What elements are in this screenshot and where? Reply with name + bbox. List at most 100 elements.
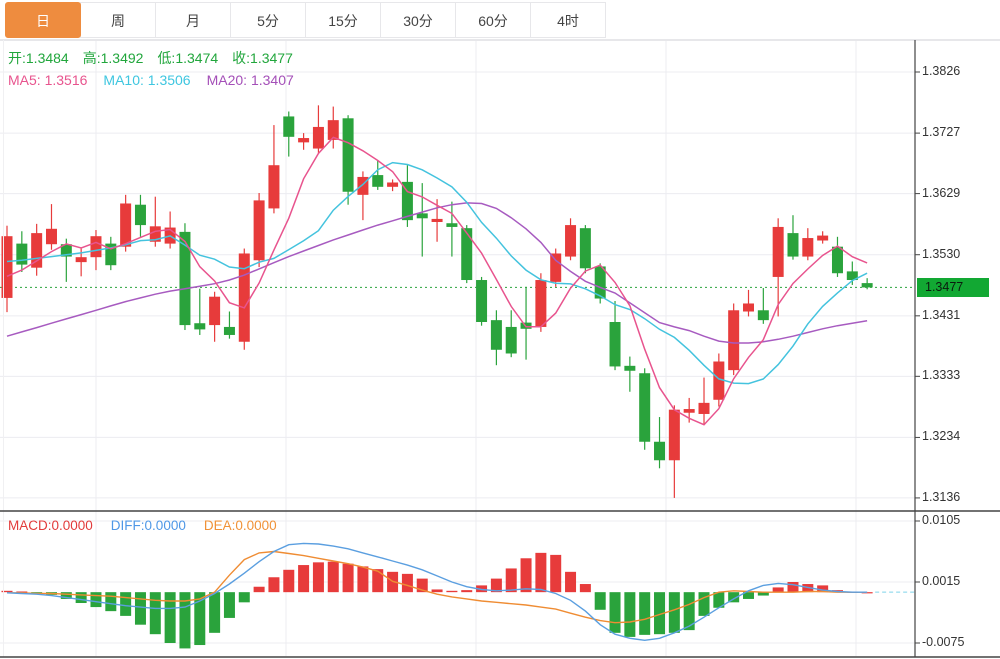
candle	[105, 243, 117, 266]
ma10-readout: MA10: 1.3506	[103, 72, 191, 88]
candle	[787, 233, 799, 257]
candle	[387, 182, 399, 187]
macd-axis-label: -0.0075	[922, 635, 965, 649]
macd-bar	[594, 592, 606, 610]
macd-bar	[149, 592, 161, 635]
macd-bar	[312, 562, 324, 593]
candle	[743, 303, 754, 312]
macd-axis-label: 0.0015	[922, 574, 961, 588]
macd-bar	[223, 592, 235, 618]
tab-15min[interactable]: 15分	[305, 2, 381, 38]
candle	[861, 283, 873, 288]
macd-bar	[565, 571, 577, 593]
macd-bar	[624, 592, 636, 637]
y-axis-label: 1.3530	[922, 246, 961, 261]
candle	[253, 200, 265, 261]
candle	[579, 228, 591, 269]
candle	[75, 257, 87, 263]
macd-bar	[209, 592, 221, 633]
high-readout: 高:1.3492	[82, 50, 144, 66]
tab-5min[interactable]: 5分	[230, 2, 306, 38]
candle	[31, 233, 43, 268]
candle	[268, 165, 280, 209]
candle	[654, 441, 666, 461]
macd-bar	[16, 591, 28, 593]
tab-week[interactable]: 周	[80, 2, 156, 38]
candle	[16, 243, 28, 265]
candle	[831, 246, 843, 274]
macd-bar	[179, 592, 191, 649]
tab-60min[interactable]: 60分	[455, 2, 531, 38]
macd-value: MACD:0.0000	[8, 518, 93, 533]
macd-bar	[461, 590, 473, 593]
low-readout: 低:1.3474	[157, 50, 219, 66]
candle	[594, 266, 606, 299]
candle	[238, 253, 250, 342]
candle	[134, 204, 146, 226]
candle	[683, 409, 695, 413]
candle	[431, 218, 443, 222]
candle	[223, 326, 235, 335]
candle	[757, 310, 769, 321]
ma20-line	[6, 202, 868, 344]
macd-bar	[416, 578, 428, 593]
macd-readout: MACD:0.0000 DIFF:0.0000 DEA:0.0000	[8, 518, 277, 533]
y-axis-label: 1.3431	[922, 307, 961, 322]
candle	[312, 126, 324, 149]
macd-bar	[268, 577, 280, 593]
ma5-readout: MA5: 1.3516	[8, 72, 88, 88]
candle	[668, 409, 680, 461]
open-readout: 开:1.3484	[8, 50, 69, 66]
ohlc-readout: 开:1.3484 高:1.3492 低:1.3474 收:1.3477	[8, 48, 307, 68]
macd-bar	[476, 585, 488, 593]
macd-bar	[713, 592, 725, 608]
y-axis-label: 1.3826	[922, 64, 961, 78]
ma20-readout: MA20: 1.3407	[206, 72, 294, 88]
macd-bar	[105, 592, 117, 612]
macd-bar	[668, 592, 680, 633]
candle	[565, 225, 577, 257]
macd-bar	[31, 592, 43, 594]
candle	[535, 280, 547, 327]
candle	[45, 228, 57, 245]
tab-4hour[interactable]: 4时	[530, 2, 606, 38]
macd-bar	[505, 568, 517, 593]
macd-bar	[238, 592, 250, 603]
macd-bar	[861, 592, 873, 594]
candle	[357, 176, 369, 195]
tab-month[interactable]: 月	[155, 2, 231, 38]
dea-line	[7, 550, 868, 624]
close-readout: 收:1.3477	[232, 50, 293, 66]
macd-bar	[90, 592, 102, 608]
macd-bar	[298, 565, 310, 593]
kline-macd-chart[interactable]	[0, 40, 1000, 659]
candle	[639, 373, 651, 442]
candle	[461, 228, 473, 281]
candle	[298, 138, 310, 143]
macd-bar	[194, 592, 206, 646]
macd-bar	[579, 584, 591, 593]
candle	[401, 181, 413, 221]
candle	[372, 175, 384, 187]
macd-bar	[550, 554, 562, 593]
candle	[60, 244, 72, 257]
macd-bar	[357, 566, 369, 593]
candle	[476, 280, 488, 322]
y-axis-label: 1.3234	[922, 429, 961, 444]
macd-bar	[327, 561, 339, 593]
timeframe-tabbar: 日 周 月 5分 15分 30分 60分 4时	[0, 0, 1000, 40]
tab-day[interactable]: 日	[5, 2, 81, 38]
candle	[179, 231, 191, 326]
candle	[416, 213, 428, 219]
macd-bar	[253, 586, 265, 593]
macd-bar	[654, 592, 666, 635]
y-axis-label: 1.3727	[922, 125, 961, 140]
tab-30min[interactable]: 30分	[380, 2, 456, 38]
ma5-line	[6, 136, 868, 426]
macd-bar	[743, 592, 754, 599]
candle	[728, 310, 740, 371]
candle	[120, 203, 132, 247]
candle	[1, 236, 13, 298]
dea-value: DEA:0.0000	[203, 518, 277, 533]
candle	[194, 323, 206, 330]
